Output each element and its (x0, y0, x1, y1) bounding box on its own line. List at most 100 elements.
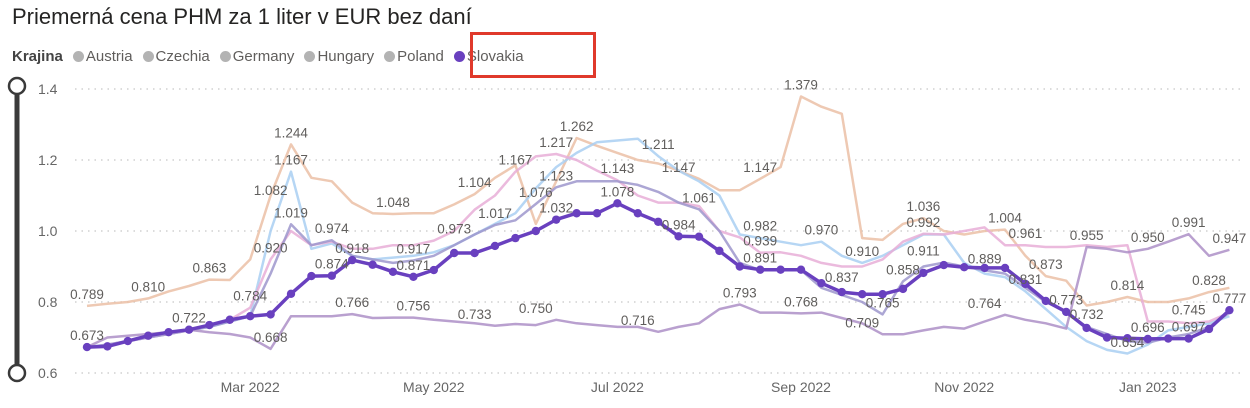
data-label: 0.814 (1111, 278, 1145, 293)
data-point[interactable] (837, 287, 846, 297)
data-point[interactable] (327, 271, 336, 280)
data-point[interactable] (246, 312, 255, 321)
data-point[interactable] (450, 248, 459, 258)
data-label: 1.082 (254, 183, 288, 198)
data-point[interactable] (654, 217, 663, 226)
data-point[interactable] (307, 271, 316, 281)
data-point[interactable] (756, 265, 765, 274)
data-point[interactable] (1102, 333, 1112, 342)
data-point[interactable] (674, 232, 683, 241)
data-label: 0.709 (845, 315, 879, 330)
data-point[interactable] (409, 272, 418, 281)
data-point[interactable] (592, 209, 602, 218)
data-point[interactable] (939, 260, 948, 270)
data-label: 0.911 (907, 244, 940, 259)
data-point[interactable] (1041, 296, 1051, 306)
data-label: 0.733 (458, 307, 492, 322)
data-point[interactable] (552, 215, 561, 224)
data-point[interactable] (735, 262, 744, 271)
data-point[interactable] (511, 233, 520, 243)
data-point[interactable] (898, 284, 908, 294)
data-label: 0.831 (1009, 272, 1043, 287)
y-tick-label: 0.8 (38, 294, 58, 310)
data-point[interactable] (164, 327, 173, 337)
legend-item-germany[interactable]: Germany (219, 48, 294, 65)
y-tick-label: 1.0 (38, 223, 58, 239)
data-point[interactable] (286, 289, 296, 299)
data-point[interactable] (1225, 305, 1234, 315)
data-point[interactable] (531, 226, 540, 236)
legend-item-poland[interactable]: Poland (384, 48, 444, 65)
legend-item-hungary[interactable]: Hungary (304, 48, 374, 65)
data-point[interactable] (715, 246, 724, 256)
data-point[interactable] (1204, 324, 1214, 334)
series-line-1[interactable] (86, 137, 1230, 355)
series-lines (82, 95, 1234, 355)
data-label: 0.982 (743, 218, 777, 233)
data-label: 1.143 (601, 161, 635, 176)
data-point[interactable] (919, 268, 928, 278)
data-point[interactable] (1000, 263, 1010, 273)
data-point[interactable] (878, 289, 887, 299)
data-point[interactable] (225, 315, 234, 324)
data-label: 0.874 (315, 257, 349, 272)
legend-item-austria[interactable]: Austria (72, 48, 133, 65)
data-label: 0.947 (1213, 231, 1247, 246)
data-point[interactable] (633, 209, 642, 218)
data-label: 0.871 (397, 258, 431, 273)
data-label: 1.262 (560, 119, 594, 134)
data-point[interactable] (776, 265, 785, 274)
data-point[interactable] (184, 325, 194, 334)
data-point[interactable] (1143, 334, 1153, 344)
data-label: 0.918 (335, 241, 369, 256)
data-point[interactable] (572, 209, 581, 218)
y-tick-label: 1.2 (38, 152, 58, 168)
data-label: 0.837 (825, 270, 859, 285)
data-point[interactable] (470, 248, 479, 258)
data-point[interactable] (429, 265, 438, 275)
data-point[interactable] (103, 342, 112, 351)
data-point[interactable] (694, 232, 704, 241)
data-point[interactable] (1123, 334, 1132, 343)
data-label: 0.950 (1131, 230, 1165, 245)
series-line-2[interactable] (86, 152, 1230, 350)
data-point[interactable] (1062, 307, 1071, 317)
data-label: 1.078 (601, 184, 635, 199)
data-point[interactable] (1164, 334, 1173, 343)
data-point[interactable] (1184, 334, 1193, 343)
data-point[interactable] (368, 260, 377, 269)
data-label: 1.211 (642, 137, 675, 152)
data-point[interactable] (858, 289, 867, 299)
data-point[interactable] (1082, 323, 1091, 333)
data-point[interactable] (613, 199, 622, 208)
data-point[interactable] (817, 278, 826, 288)
series-line-0[interactable] (86, 95, 1230, 308)
legend-item-slovakia[interactable]: Slovakia (453, 48, 524, 65)
data-label: 0.716 (621, 313, 655, 328)
data-point[interactable] (980, 263, 989, 273)
data-label: 1.147 (743, 160, 777, 175)
data-point[interactable] (490, 241, 500, 251)
y-tick-label: 1.4 (38, 81, 58, 97)
data-point[interactable] (960, 263, 969, 272)
data-label: 0.973 (437, 222, 471, 237)
data-point[interactable] (388, 267, 398, 277)
data-label: 1.123 (539, 168, 573, 183)
data-point[interactable] (123, 336, 132, 346)
y-range-slider[interactable] (7, 76, 27, 383)
data-point[interactable] (348, 255, 357, 265)
data-label: 0.668 (254, 330, 288, 345)
data-point[interactable] (796, 265, 806, 274)
data-point[interactable] (82, 342, 92, 352)
data-label: 0.984 (662, 218, 696, 233)
slider-handle-top[interactable] (7, 76, 27, 96)
data-point[interactable] (144, 331, 153, 340)
data-label: 0.784 (233, 289, 267, 304)
series-line-4[interactable] (86, 232, 1230, 351)
data-label: 0.722 (172, 311, 206, 326)
slider-handle-bottom[interactable] (7, 363, 27, 383)
legend-item-czechia[interactable]: Czechia (142, 48, 210, 65)
data-point[interactable] (205, 320, 214, 330)
data-point[interactable] (1021, 279, 1030, 289)
data-point[interactable] (266, 310, 275, 319)
